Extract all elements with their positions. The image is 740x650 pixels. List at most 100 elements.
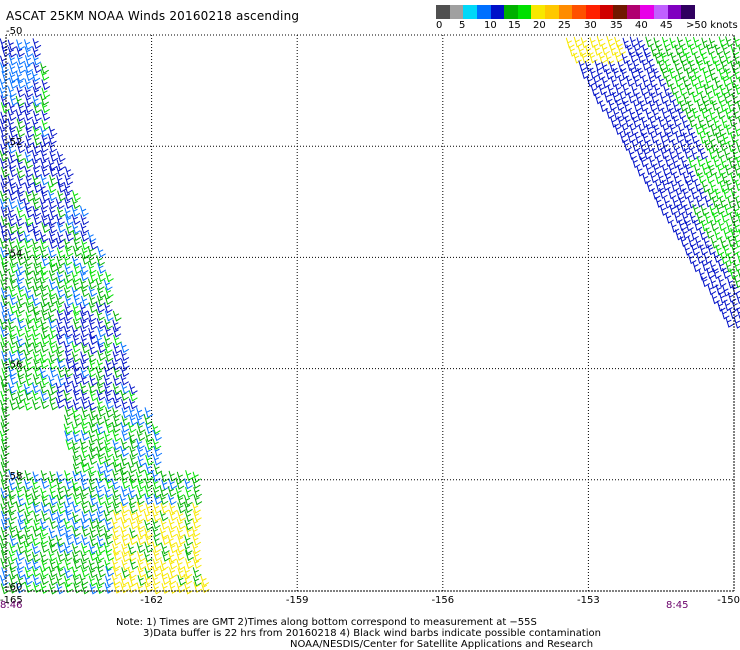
wind-barb xyxy=(185,550,194,562)
wind-barb xyxy=(632,117,642,128)
wind-barb xyxy=(63,341,73,353)
wind-barb xyxy=(39,358,49,369)
wind-barb xyxy=(677,164,686,176)
wind-barb xyxy=(724,108,734,120)
wind-barb xyxy=(120,455,130,467)
wind-barb xyxy=(626,60,636,72)
wind-barb xyxy=(0,118,9,130)
wind-barb xyxy=(112,461,122,473)
wind-barb xyxy=(121,551,131,563)
wind-barb xyxy=(39,551,49,563)
wind-barb xyxy=(153,430,162,442)
wind-barb xyxy=(676,204,686,216)
wind-barb xyxy=(617,44,626,56)
wind-barb xyxy=(601,44,610,56)
wind-barb xyxy=(72,230,82,242)
wind-barb xyxy=(696,100,706,112)
longitude-tick-label: -153 xyxy=(577,595,600,606)
wind-barb xyxy=(88,510,98,522)
wind-barb xyxy=(0,535,9,547)
wind-barb xyxy=(31,190,41,202)
wind-barb xyxy=(601,77,611,89)
wind-barb xyxy=(31,478,41,490)
wind-barb xyxy=(71,566,81,578)
wind-barb xyxy=(24,78,34,90)
wind-barb xyxy=(80,455,89,467)
wind-barb xyxy=(47,301,57,313)
wind-barb xyxy=(699,229,708,241)
wind-barb xyxy=(72,431,82,443)
wind-barb xyxy=(617,116,627,128)
wind-barb xyxy=(689,75,699,87)
wind-barb xyxy=(128,431,138,443)
wind-barb xyxy=(621,124,631,136)
wind-barb xyxy=(143,414,153,426)
wind-barb xyxy=(65,223,75,235)
wind-barb xyxy=(95,518,105,530)
wind-barb xyxy=(659,204,669,216)
wind-barb xyxy=(689,171,699,183)
wind-barb xyxy=(73,373,82,385)
wind-barb xyxy=(95,414,105,426)
wind-barb xyxy=(667,188,677,200)
wind-barb xyxy=(716,92,726,104)
wind-barb xyxy=(143,551,153,563)
wind-barb xyxy=(33,317,43,329)
wind-barb xyxy=(113,367,123,379)
wind-barb xyxy=(48,375,57,387)
wind-barb xyxy=(617,61,627,73)
wind-barb xyxy=(79,574,89,586)
wind-barb xyxy=(72,463,82,475)
wind-barb xyxy=(649,117,659,129)
wind-barbs-layer xyxy=(0,35,740,595)
wind-speed-color-scale xyxy=(436,5,695,19)
wind-barb xyxy=(64,486,73,498)
wind-barb xyxy=(643,148,653,160)
wind-barb xyxy=(672,172,682,184)
wind-barb xyxy=(104,318,113,330)
wind-barb xyxy=(33,167,42,179)
wind-barb xyxy=(56,165,65,177)
wind-barb xyxy=(695,141,705,152)
wind-barb xyxy=(64,567,73,579)
wind-barb xyxy=(80,239,90,251)
legend-swatch xyxy=(654,5,668,19)
wind-barb xyxy=(23,350,33,362)
wind-barb xyxy=(0,341,10,353)
wind-barb xyxy=(64,414,73,426)
wind-barb xyxy=(127,567,137,579)
wind-barb xyxy=(103,374,113,386)
wind-barb xyxy=(112,319,122,331)
wind-barb xyxy=(113,447,123,459)
latitude-tick-label: -58 xyxy=(6,471,22,482)
wind-barb xyxy=(31,535,41,547)
wind-barb xyxy=(715,147,725,159)
wind-barb xyxy=(735,156,740,168)
wind-barb xyxy=(71,326,81,338)
wind-barb xyxy=(711,293,720,305)
wind-barb xyxy=(715,204,725,215)
wind-barb xyxy=(128,487,138,499)
wind-barb xyxy=(95,335,105,346)
wind-barb xyxy=(0,62,9,74)
wind-barb xyxy=(40,470,50,482)
wind-barb xyxy=(9,342,18,354)
wind-barb xyxy=(16,335,26,347)
wind-barb xyxy=(160,471,170,483)
wind-barb xyxy=(7,310,17,322)
wind-barb xyxy=(81,423,91,435)
wind-barb xyxy=(23,39,33,51)
wind-barb xyxy=(151,526,161,538)
wind-barb xyxy=(80,415,90,426)
wind-barb xyxy=(16,54,26,65)
longitude-tick-label: -156 xyxy=(431,595,454,606)
wind-barb xyxy=(7,502,17,514)
wind-barb xyxy=(15,501,25,513)
wind-barb xyxy=(169,502,178,514)
wind-barb xyxy=(39,382,49,394)
longitude-tick-label: -165 xyxy=(0,595,23,606)
wind-barb xyxy=(56,286,66,298)
wind-barb xyxy=(584,45,594,57)
wind-barb xyxy=(64,190,73,202)
wind-barb xyxy=(32,86,42,98)
